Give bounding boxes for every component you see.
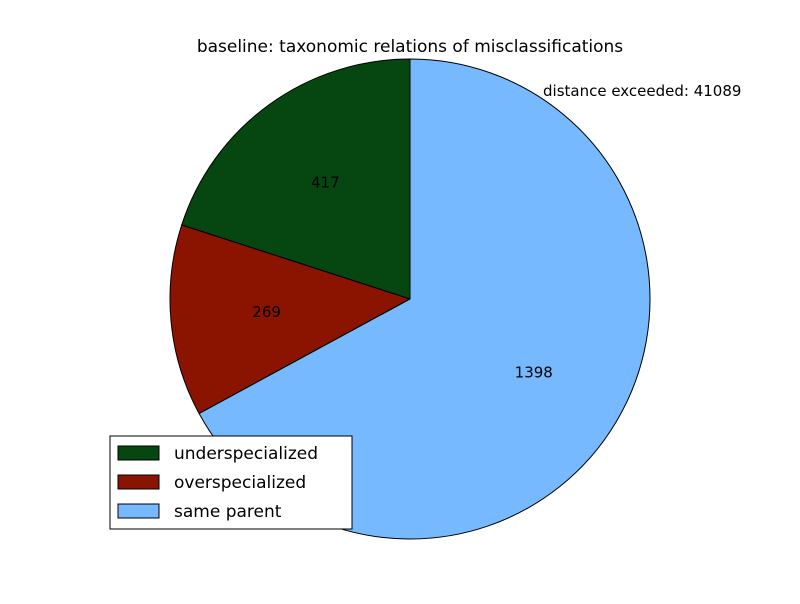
- pie-value-label-underspecialized: 417: [311, 174, 340, 192]
- legend-label-overspecialized: overspecialized: [174, 473, 306, 493]
- legend-swatch-same-parent: [117, 503, 160, 519]
- legend-label-underspecialized: underspecialized: [174, 444, 318, 464]
- legend-swatch-underspecialized: [117, 445, 160, 461]
- legend-items: underspecialized overspecialized same pare…: [117, 444, 318, 522]
- legend: underspecialized overspecialized same pare…: [109, 435, 353, 530]
- pie-value-label-same-parent: 1398: [515, 364, 553, 382]
- legend-swatch-overspecialized: [117, 474, 160, 490]
- distance-exceeded-annotation: distance exceeded: 41089: [543, 82, 741, 100]
- pie-slice-underspecialized: [181, 58, 411, 300]
- chart-title: baseline: taxonomic relations of misclas…: [197, 37, 623, 57]
- pie-value-label-overspecialized: 269: [252, 303, 281, 321]
- pie-value-labels: 417 269 1398: [252, 174, 553, 382]
- pie-slice-overspecialized: [169, 224, 412, 415]
- pie-slices: [169, 58, 651, 540]
- legend-label-same-parent: same parent: [174, 502, 282, 522]
